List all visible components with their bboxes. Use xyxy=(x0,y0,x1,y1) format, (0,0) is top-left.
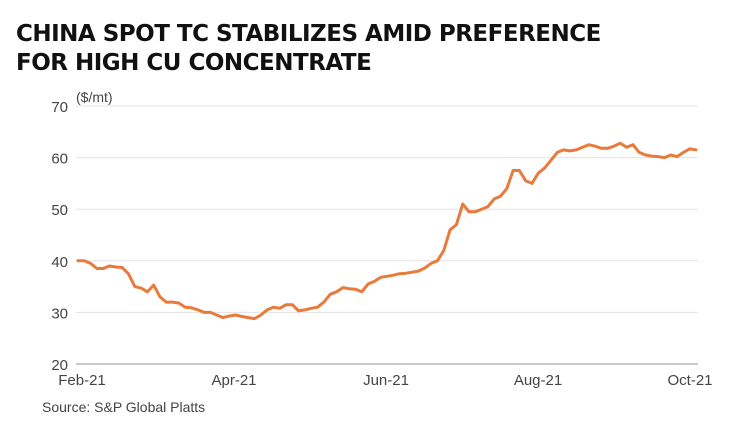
y-tick-label: 40 xyxy=(51,254,68,271)
y-tick-label: 50 xyxy=(51,202,68,219)
y-tick-label: 20 xyxy=(51,357,68,374)
chart-title: CHINA SPOT TC STABILIZES AMID PREFERENCE… xyxy=(16,20,601,78)
chart-title-line-2: FOR HIGH CU CONCENTRATE xyxy=(16,50,372,76)
y-tick-label: 70 xyxy=(51,99,68,116)
source-note: Source: S&P Global Platts xyxy=(42,399,206,415)
y-axis-label: ($/mt) xyxy=(76,89,113,105)
x-tick-label: Oct-21 xyxy=(667,372,712,389)
y-tick-label: 60 xyxy=(51,151,68,168)
series-layer xyxy=(76,141,698,321)
x-tick-label: Aug-21 xyxy=(514,372,562,389)
series-line xyxy=(76,141,698,321)
chart-title-line-1: CHINA SPOT TC STABILIZES AMID PREFERENCE xyxy=(16,21,601,47)
x-axis-labels: Feb-21 Apr-21 Jun-21 Aug-21 Oct-21 xyxy=(58,372,712,389)
x-tick-label: Jun-21 xyxy=(363,372,409,389)
y-axis: 20 30 40 50 60 70 xyxy=(51,99,68,374)
x-tick-label: Feb-21 xyxy=(58,372,106,389)
x-tick-label: Apr-21 xyxy=(211,372,256,389)
y-tick-label: 30 xyxy=(51,305,68,322)
gridlines xyxy=(76,105,698,313)
